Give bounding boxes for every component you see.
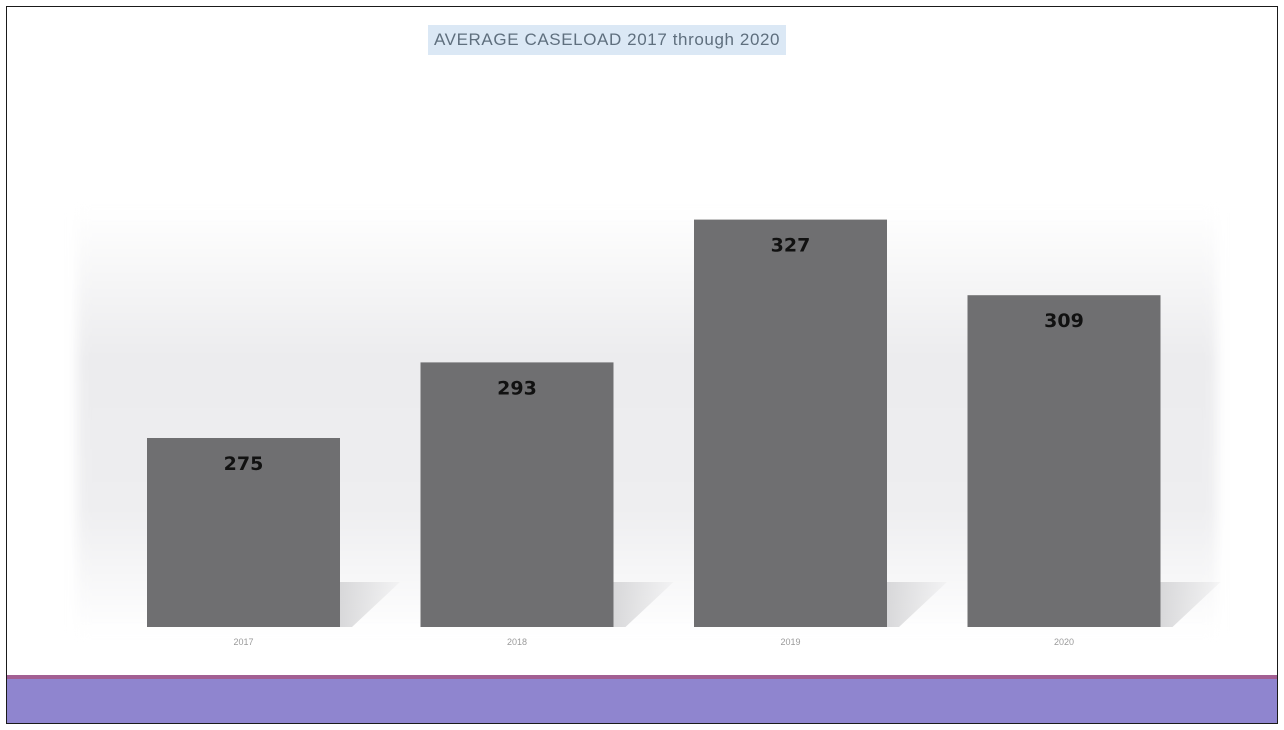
slide: AVERAGE CASELOAD 2017 through 2020 275 20… [6, 6, 1278, 724]
bar-2020 [967, 295, 1161, 627]
x-tick-label-2017: 2017 [233, 637, 253, 647]
x-tick-label-2018: 2018 [507, 637, 527, 647]
bar-shadow [613, 582, 674, 627]
bar-shadow [340, 582, 400, 627]
chart-title: AVERAGE CASELOAD 2017 through 2020 [428, 25, 787, 55]
bar-shadow [1160, 582, 1221, 627]
footer-band [7, 675, 1277, 723]
bar-2017 [147, 438, 340, 627]
bar-chart: 275 2017 293 2018 327 2019 309 2020 [147, 219, 1221, 647]
data-label-2019: 327 [771, 235, 811, 257]
bar-2018 [420, 362, 614, 627]
data-label-2017: 275 [224, 453, 264, 475]
bar-shadow [887, 582, 947, 627]
bar-2019 [694, 219, 887, 627]
data-label-2020: 309 [1044, 310, 1084, 332]
data-label-2018: 293 [497, 377, 537, 399]
x-tick-label-2019: 2019 [780, 637, 800, 647]
x-tick-label-2020: 2020 [1054, 637, 1074, 647]
